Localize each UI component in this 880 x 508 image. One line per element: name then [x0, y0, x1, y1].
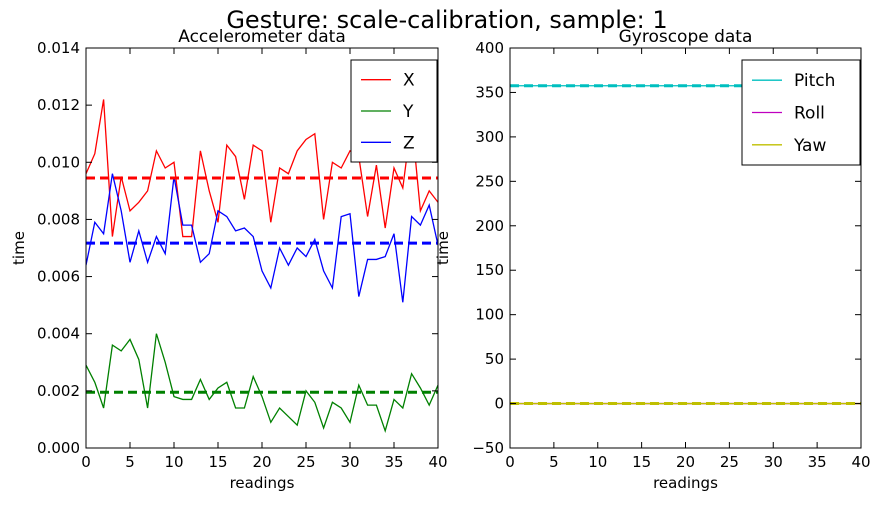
- gyro-title: Gyroscope data: [619, 27, 753, 47]
- gyro-y-tick-label: 100: [475, 306, 504, 324]
- gyro-x-axis-label: readings: [653, 474, 718, 492]
- gyro-legend: Pitch Roll Yaw: [741, 59, 861, 166]
- gyro-x-tick-label: 10: [588, 453, 607, 471]
- accel-y-tick-label: 0.012: [37, 96, 80, 114]
- gyro-y-tick-label: 50: [485, 350, 504, 368]
- accel-x-tick-label: 0: [81, 453, 91, 471]
- accel-y-tick-label: 0.010: [37, 153, 80, 171]
- accel-x-tick-label: 5: [125, 453, 135, 471]
- accel-series-x-line: [86, 99, 438, 238]
- gyro-legend-label-yaw: Yaw: [793, 136, 826, 156]
- gyro-legend-label-roll: Roll: [794, 104, 825, 124]
- gyro-x-tick-label: 25: [720, 453, 739, 471]
- accel-legend-label-x: X: [403, 71, 415, 91]
- gyro-plot-area: [510, 84, 861, 406]
- accel-legend-label-y: Y: [402, 102, 414, 122]
- gyro-y-tick-label: 200: [475, 217, 504, 235]
- gyro-x-tick-label: 40: [851, 453, 870, 471]
- accel-y-tick-label: 0.004: [37, 325, 80, 343]
- accelerometer-panel: Accelerometer data 0 5 10 15 20 25 30 35 40 0.000 0…: [10, 27, 448, 492]
- gyro-y-tick-label: 0: [494, 395, 504, 413]
- accel-y-tick-label: 0.014: [37, 39, 80, 57]
- accel-y-tick-label: 0.006: [37, 268, 80, 286]
- accel-x-tick-label: 15: [208, 453, 227, 471]
- accel-y-tick-label: 0.000: [37, 439, 80, 457]
- gyro-y-tick-label: 250: [475, 172, 504, 190]
- accel-series-z-line: [86, 173, 438, 303]
- gyro-y-tick-label: 400: [475, 39, 504, 57]
- accel-x-tick-label: 40: [428, 453, 447, 471]
- gyro-y-axis-label: time: [434, 231, 452, 265]
- accel-y-tick-label: 0.008: [37, 210, 80, 228]
- gyro-x-tick-label: 20: [676, 453, 695, 471]
- gyro-y-tick-label: 150: [475, 261, 504, 279]
- accel-plot-area: [86, 99, 438, 434]
- gyro-legend-label-pitch: Pitch: [794, 71, 835, 91]
- gyro-x-tick-label: 35: [808, 453, 827, 471]
- gyro-x-tick-label: 30: [764, 453, 783, 471]
- accel-x-tick-label: 30: [340, 453, 359, 471]
- accel-x-axis-label: readings: [230, 474, 295, 492]
- gyro-x-tick-label: 0: [505, 453, 515, 471]
- accel-x-tick-label: 35: [384, 453, 403, 471]
- accel-legend-label-z: Z: [403, 133, 415, 153]
- gyro-y-tick-label: −50: [472, 439, 504, 457]
- gyro-x-tick-label: 15: [632, 453, 651, 471]
- gyro-y-tick-label: 300: [475, 128, 504, 146]
- gyro-x-tick-label: 5: [549, 453, 559, 471]
- accel-legend: XYZ: [350, 59, 438, 163]
- accel-title: Accelerometer data: [178, 27, 346, 47]
- accel-y-axis-label: time: [10, 231, 28, 265]
- accel-x-tick-label: 20: [252, 453, 271, 471]
- gyro-y-tick-label: 350: [475, 83, 504, 101]
- accel-series-y-line: [86, 333, 438, 434]
- figure-title: Gesture: scale-calibration, sample: 1: [226, 6, 667, 34]
- accel-x-tick-label: 10: [164, 453, 183, 471]
- accel-y-tick-label: 0.002: [37, 382, 80, 400]
- accel-x-tick-label: 25: [296, 453, 315, 471]
